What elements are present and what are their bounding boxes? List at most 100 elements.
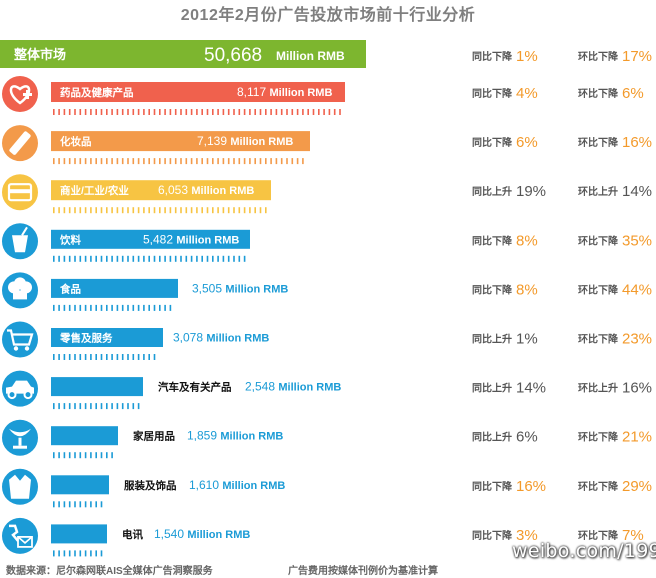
industry-row: 药品及健康产品 8,117 Million RMB <box>2 76 345 115</box>
industry-value: 3,505 Million RMB <box>192 281 288 295</box>
total-market-value: 50,668 <box>204 45 262 66</box>
yoy-value: 14% <box>516 380 546 397</box>
mom-label: 环比上升 <box>578 185 618 198</box>
bar-ticks <box>53 403 140 410</box>
yoy-label: 同比上升 <box>472 382 512 395</box>
mom-value: 35% <box>622 232 652 249</box>
yoy-label: 同比下降 <box>472 283 513 296</box>
shirt-icon <box>2 468 38 505</box>
industry-row: 商业/工业/农业 6,053 Million RMB <box>2 174 271 214</box>
bar-ticks <box>53 550 103 557</box>
yoy-label: 同比上升 <box>472 333 512 346</box>
industry-bar <box>51 278 178 298</box>
yoy-label: 同比下降 <box>472 480 513 493</box>
mom-value: 44% <box>622 281 652 298</box>
industry-value: 3,078 Million RMB <box>173 331 269 345</box>
total-mom-label: 环比下降 <box>578 50 619 63</box>
mom-value: 21% <box>622 429 652 446</box>
industry-unit: Million RMB <box>206 333 269 345</box>
yoy-value: 16% <box>516 478 546 495</box>
industry-row: 家居用品 1,859 Million RMB <box>2 419 283 459</box>
industry-label: 汽车及有关产品 <box>158 381 232 394</box>
industry-unit: Million RMB <box>269 87 332 99</box>
industry-value: 2,548 Million RMB <box>245 380 341 394</box>
industry-value: 1,540 Million RMB <box>154 527 250 541</box>
industry-bar <box>51 229 250 249</box>
mom-label: 环比下降 <box>578 480 619 493</box>
industry-unit: Million RMB <box>176 234 239 246</box>
yoy-value: 6% <box>516 429 538 446</box>
mom-label: 环比下降 <box>578 431 619 444</box>
total-market-label: 整体市场 <box>13 47 66 62</box>
industry-label: 化妆品 <box>60 135 92 148</box>
yoy-value: 19% <box>516 183 546 200</box>
industry-value: 5,482 Million RMB <box>143 232 239 246</box>
mom-value: 23% <box>622 331 652 348</box>
card-icon <box>2 174 38 211</box>
industry-row: 零售及服务 3,078 Million RMB <box>2 321 269 360</box>
total-market-bar <box>0 40 366 68</box>
total-yoy-value: 1% <box>516 48 538 65</box>
industry-bar <box>51 328 163 347</box>
industry-row: 食品 3,505 Million RMB <box>2 272 288 311</box>
price-basis-note: 广告费用按媒体刊例价为基准计算 <box>288 566 438 577</box>
total-mom-value: 17% <box>622 48 652 65</box>
mom-label: 环比下降 <box>578 283 619 296</box>
yoy-value: 8% <box>516 232 538 249</box>
chef-hat-icon <box>2 272 38 309</box>
industry-unit: Million RMB <box>187 529 250 541</box>
industry-unit: Million RMB <box>225 283 288 295</box>
industry-bar <box>51 377 143 397</box>
phone-mail-icon <box>2 517 38 554</box>
mom-value: 6% <box>622 85 644 102</box>
total-market-unit: Million RMB <box>276 49 345 63</box>
industry-bar <box>51 426 118 446</box>
industry-value: 1,610 Million RMB <box>189 478 285 492</box>
industry-unit: Million RMB <box>220 431 283 443</box>
industry-label: 食品 <box>59 282 81 295</box>
yoy-value: 6% <box>516 134 538 151</box>
yoy-label: 同比下降 <box>472 136 513 149</box>
bar-ticks <box>53 255 246 262</box>
industry-label: 服装及饰品 <box>124 479 177 492</box>
industry-row: 服装及饰品 1,610 Million RMB <box>2 468 285 508</box>
mom-label: 环比下降 <box>578 234 619 247</box>
mom-label: 环比下降 <box>578 333 619 346</box>
industry-unit: Million RMB <box>278 382 341 394</box>
mom-value: 16% <box>622 380 652 397</box>
mom-label: 环比下降 <box>578 529 619 542</box>
industry-label: 商业/工业/农业 <box>60 184 129 197</box>
industry-value: 7,139 Million RMB <box>197 134 293 148</box>
mom-value: 16% <box>622 134 652 151</box>
mom-value: 14% <box>622 183 652 200</box>
drink-icon <box>2 223 38 260</box>
industry-value: 6,053 Million RMB <box>158 183 254 197</box>
industry-row: 汽车及有关产品 2,548 Million RMB <box>2 370 341 410</box>
chart-title: 2012年2月份广告投放市场前十行业分析 <box>180 7 476 24</box>
bar-ticks <box>53 501 103 508</box>
yoy-value: 3% <box>516 527 538 544</box>
bar-ticks <box>53 109 341 115</box>
bar-ticks <box>53 158 304 165</box>
bar-ticks <box>53 354 156 360</box>
bar-ticks <box>53 207 267 214</box>
yoy-label: 同比上升 <box>472 431 512 444</box>
industry-unit: Million RMB <box>222 480 285 492</box>
industry-unit: Million RMB <box>230 136 293 148</box>
industry-row: 电讯 1,540 Million RMB <box>2 517 250 557</box>
industry-bar <box>51 475 109 495</box>
cart-icon <box>2 321 38 358</box>
mom-label: 环比上升 <box>578 382 618 395</box>
watermark: weibo.com/199it <box>512 540 656 562</box>
mom-value: 7% <box>622 527 644 544</box>
industry-label: 家居用品 <box>133 430 175 443</box>
health-icon <box>2 76 38 112</box>
chair-icon <box>2 419 38 456</box>
yoy-value: 1% <box>516 331 538 348</box>
industry-label: 零售及服务 <box>59 332 113 345</box>
yoy-value: 8% <box>516 281 538 298</box>
yoy-label: 同比下降 <box>472 529 513 542</box>
industry-row: 化妆品 7,139 Million RMB <box>2 125 310 165</box>
mom-label: 环比下降 <box>578 87 619 100</box>
